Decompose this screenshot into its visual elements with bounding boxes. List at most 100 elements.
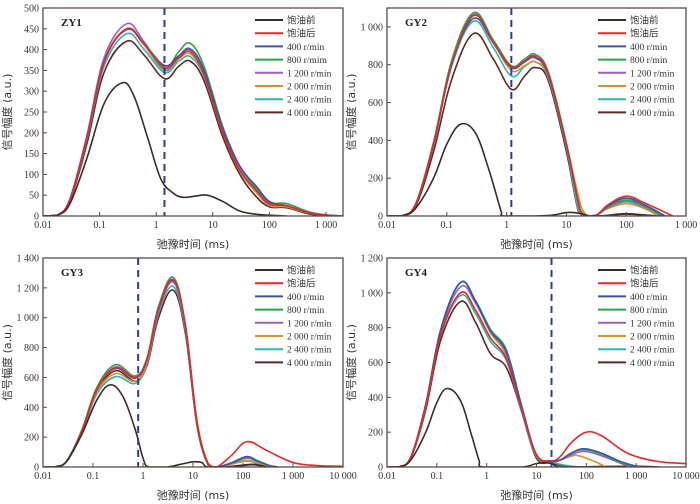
y-tick-label: 0 <box>378 463 383 474</box>
y-tick-label: 200 <box>368 428 383 439</box>
legend-item: 4 000 r/min <box>255 359 332 369</box>
x-tick-label: 0.1 <box>441 220 454 231</box>
y-tick-label: 600 <box>368 98 383 109</box>
plot-frame <box>386 7 687 217</box>
y-tick-label: 0 <box>34 212 39 223</box>
x-tick-label: 0.1 <box>431 471 444 482</box>
legend-label: 2 400 r/min <box>287 346 332 356</box>
legend-label: 1 200 r/min <box>287 69 332 79</box>
x-axis-label: 弛豫时间 (ms) <box>500 488 573 502</box>
x-tick-label: 1 <box>154 220 159 231</box>
y-tick-label: 150 <box>24 149 39 160</box>
y-tick-label: 1 200 <box>17 283 40 294</box>
legend-item: 饱油后 <box>255 278 316 290</box>
legend-item: 饱油前 <box>598 15 659 27</box>
series-line-5 <box>387 284 632 467</box>
legend-item: 800 r/mim <box>255 56 327 66</box>
legend-item: 2 000 r/min <box>255 333 332 343</box>
y-tick-label: 200 <box>24 128 39 139</box>
series-line-2 <box>43 27 343 216</box>
x-tick-label: 100 <box>236 471 251 482</box>
legend-item: 4 000 r/min <box>598 109 675 119</box>
y-tick-label: 450 <box>24 24 39 35</box>
x-tick-label: 100 <box>579 471 594 482</box>
legend-label: 4 000 r/min <box>630 359 675 369</box>
series-line-1 <box>387 387 611 467</box>
legend-label: 4 000 r/min <box>630 109 675 119</box>
legend-item: 2 400 r/min <box>598 96 675 106</box>
x-tick-label: 0.01 <box>378 220 396 231</box>
legend-label: 2 000 r/min <box>287 83 332 93</box>
y-tick-label: 400 <box>368 136 383 147</box>
legend-label: 2 400 r/min <box>630 346 675 356</box>
legend-label: 饱油后 <box>287 278 316 290</box>
x-tick-label: 100 <box>262 220 277 231</box>
legend-label: 饱油前 <box>630 265 659 277</box>
x-tick-label: 1 <box>504 220 509 231</box>
y-tick-label: 250 <box>24 108 39 119</box>
y-tick-label: 1 000 <box>361 288 384 299</box>
x-axis-label: 弛豫时间 (ms) <box>157 488 230 502</box>
legend-item: 400 r/min <box>255 43 324 53</box>
x-tick-label: 0.01 <box>378 471 396 482</box>
legend-label: 400 r/min <box>287 43 324 53</box>
y-tick-label: 500 <box>24 4 39 15</box>
legend-label: 4 000 r/min <box>287 359 332 369</box>
chart-panel-gy3: 0.01 0.1 1 10 100 1 000 10 000 0 200 400 600 800 1 0… <box>0 254 357 503</box>
legend-item: 2 000 r/min <box>598 333 675 343</box>
x-tick-label: 1 000 <box>282 471 305 482</box>
legend-item: 800 r/min <box>598 56 667 66</box>
legend-label: 2 000 r/min <box>630 333 675 343</box>
x-tick-label: 10 <box>561 220 571 231</box>
y-tick-label: 0 <box>378 212 383 223</box>
series-line-4 <box>43 276 274 467</box>
panel-title: GY2 <box>405 17 428 29</box>
y-tick-label: 400 <box>24 45 39 56</box>
series-line-2 <box>387 14 674 216</box>
x-tick-label: 0.1 <box>93 220 106 231</box>
y-tick-label: 200 <box>368 174 383 185</box>
legend-label: 800 r/mim <box>287 56 327 66</box>
series-line-8 <box>387 300 660 467</box>
x-tick-label: 10 000 <box>672 471 700 482</box>
legend-item: 400 r/min <box>598 293 667 303</box>
legend-label: 饱油后 <box>630 278 659 290</box>
y-tick-label: 800 <box>24 343 39 354</box>
x-tick-label: 1 000 <box>625 471 648 482</box>
series-line-2 <box>43 278 343 467</box>
y-tick-label: 200 <box>24 433 39 444</box>
legend-label: 800 r/min <box>630 306 667 316</box>
legend-label: 饱油前 <box>287 265 316 277</box>
legend-label: 1 200 r/min <box>287 319 332 329</box>
legend-item: 1 200 r/min <box>598 69 675 79</box>
x-tick-label: 0.01 <box>34 471 52 482</box>
x-tick-label: 0.01 <box>34 220 52 231</box>
legend-item: 1 200 r/min <box>255 69 332 79</box>
x-axis-label: 弛豫时间 (ms) <box>157 237 230 251</box>
legend-label: 饱油后 <box>287 28 316 40</box>
y-tick-label: 400 <box>24 403 39 414</box>
panel-title: ZY1 <box>61 17 82 29</box>
legend-item: 400 r/min <box>255 293 324 303</box>
legend-item: 800 r/min <box>255 306 324 316</box>
x-tick-label: 1 000 <box>315 220 338 231</box>
x-tick-label: 10 <box>208 220 218 231</box>
y-tick-label: 600 <box>368 358 383 369</box>
legend-item: 饱油前 <box>255 265 316 277</box>
legend-label: 400 r/min <box>630 293 667 303</box>
legend-item: 1 200 r/min <box>598 319 675 329</box>
legend-label: 400 r/min <box>287 293 324 303</box>
x-tick-label: 1 000 <box>675 220 698 231</box>
legend-label: 400 r/min <box>630 43 667 53</box>
chart-panel-zy1: 0.01 0.1 1 10 100 1 000 0 50 100 150 200 250 300 350 4… <box>0 4 344 251</box>
series-line-1 <box>43 384 267 467</box>
legend-item: 2 000 r/min <box>598 83 675 93</box>
x-tick-label: 10 000 <box>329 471 357 482</box>
series-group <box>43 22 343 216</box>
series-line-8 <box>43 39 343 216</box>
panel-title: GY3 <box>61 267 84 279</box>
legend-item: 2 400 r/min <box>255 96 332 106</box>
legend-item: 4 000 r/min <box>598 359 675 369</box>
legend-label: 800 r/min <box>630 56 667 66</box>
y-tick-label: 50 <box>29 191 39 202</box>
